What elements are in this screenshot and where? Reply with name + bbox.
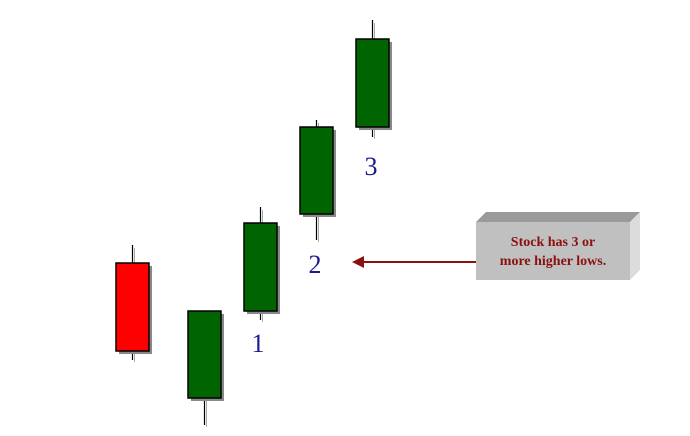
candle-body	[299, 126, 334, 215]
label-2: 2	[309, 250, 322, 279]
candle-4	[299, 120, 336, 242]
candle-body	[355, 38, 390, 128]
callout-arrow	[352, 256, 477, 268]
candle-body	[243, 222, 278, 312]
candle-1	[115, 245, 152, 362]
callout-box: Stock has 3 or more higher lows.	[476, 212, 640, 280]
candle-2	[187, 310, 224, 427]
callout-line-1: Stock has 3 or	[511, 235, 595, 250]
candle-labels: 1 2 3	[252, 152, 378, 358]
candle-5	[355, 20, 392, 139]
arrowhead-icon	[352, 256, 364, 268]
label-3: 3	[365, 152, 378, 181]
callout-line-2: more higher lows.	[500, 254, 606, 269]
candle-3	[243, 207, 280, 322]
candle-body	[187, 310, 222, 399]
candle-body	[115, 262, 150, 352]
label-1: 1	[252, 329, 265, 358]
